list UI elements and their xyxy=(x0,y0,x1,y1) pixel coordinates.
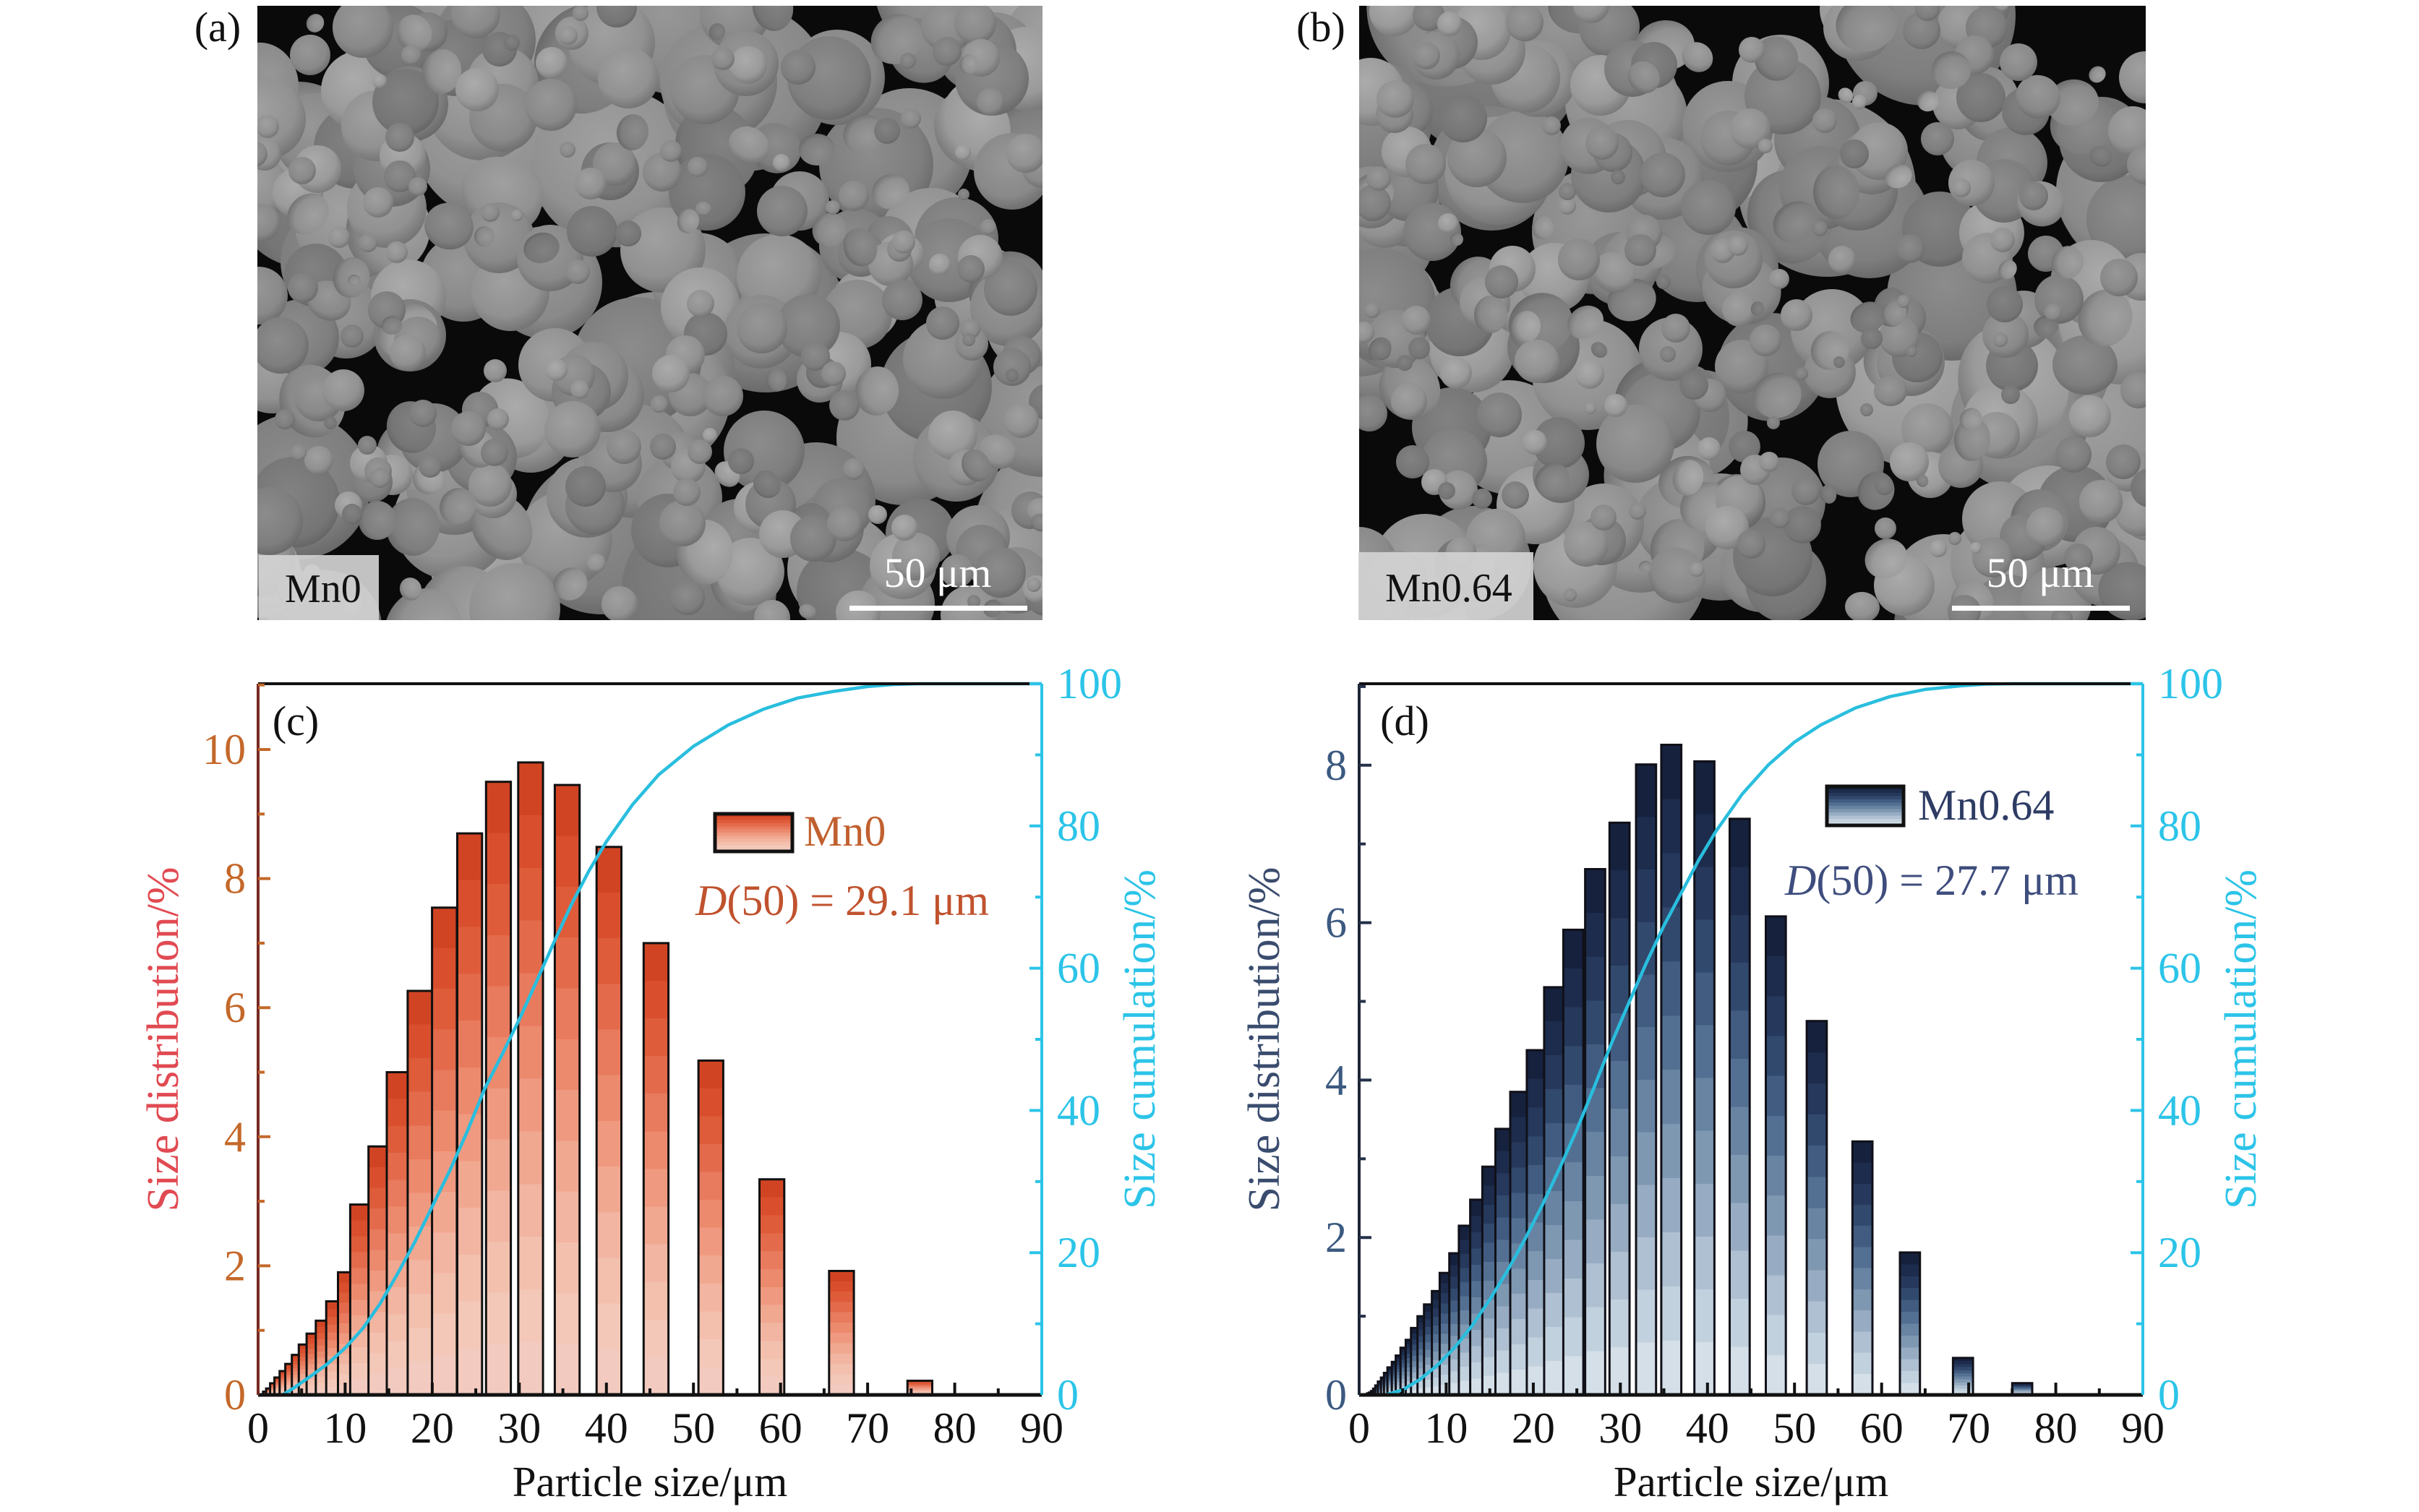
svg-text:0: 0 xyxy=(1057,1371,1079,1419)
svg-text:20: 20 xyxy=(1512,1404,1555,1452)
svg-text:80: 80 xyxy=(2158,802,2201,850)
svg-text:4: 4 xyxy=(224,1113,246,1161)
svg-text:50: 50 xyxy=(1773,1404,1816,1452)
svg-text:70: 70 xyxy=(846,1404,889,1452)
svg-text:90: 90 xyxy=(1020,1404,1063,1452)
svg-text:80: 80 xyxy=(2034,1404,2078,1452)
svg-text:30: 30 xyxy=(497,1404,541,1452)
svg-text:Size cumulation/%: Size cumulation/% xyxy=(2217,869,2266,1209)
svg-text:2: 2 xyxy=(224,1242,246,1289)
svg-text:60: 60 xyxy=(2158,945,2201,992)
svg-text:60: 60 xyxy=(1057,945,1100,992)
svg-text:20: 20 xyxy=(2158,1229,2201,1276)
svg-text:8: 8 xyxy=(1325,742,1347,789)
svg-text:100: 100 xyxy=(2158,660,2223,708)
svg-text:90: 90 xyxy=(2121,1404,2165,1452)
svg-text:30: 30 xyxy=(1598,1404,1642,1452)
svg-text:4: 4 xyxy=(1325,1056,1347,1104)
svg-text:Size distribution/%: Size distribution/% xyxy=(1240,867,1289,1211)
svg-text:40: 40 xyxy=(585,1404,628,1452)
svg-text:0: 0 xyxy=(224,1371,246,1419)
svg-text:40: 40 xyxy=(1057,1086,1100,1134)
svg-text:50: 50 xyxy=(672,1404,715,1452)
svg-text:D(50) = 27.7 μm: D(50) = 27.7 μm xyxy=(1784,856,2078,904)
svg-text:D(50) = 29.1 μm: D(50) = 29.1 μm xyxy=(695,877,989,924)
svg-text:0: 0 xyxy=(247,1404,269,1452)
svg-text:10: 10 xyxy=(202,726,246,773)
svg-text:70: 70 xyxy=(1947,1404,1990,1452)
svg-text:60: 60 xyxy=(1860,1404,1904,1452)
svg-text:6: 6 xyxy=(1325,899,1347,947)
svg-text:(d): (d) xyxy=(1380,697,1429,744)
svg-text:100: 100 xyxy=(1057,660,1122,708)
svg-text:0: 0 xyxy=(2158,1371,2180,1419)
svg-text:6: 6 xyxy=(224,984,246,1031)
svg-text:8: 8 xyxy=(224,855,246,903)
svg-text:50 μm: 50 μm xyxy=(884,549,992,596)
svg-text:(a): (a) xyxy=(194,4,241,51)
svg-text:Size distribution/%: Size distribution/% xyxy=(139,867,188,1211)
svg-text:Mn0.64: Mn0.64 xyxy=(1385,566,1512,611)
svg-text:40: 40 xyxy=(1686,1404,1729,1452)
svg-text:80: 80 xyxy=(1057,802,1100,850)
svg-text:Mn0: Mn0 xyxy=(285,567,361,611)
svg-text:80: 80 xyxy=(933,1404,977,1452)
svg-text:(b): (b) xyxy=(1296,4,1345,51)
svg-text:Mn0.64: Mn0.64 xyxy=(1918,781,2054,829)
svg-text:2: 2 xyxy=(1325,1214,1347,1261)
svg-text:10: 10 xyxy=(1424,1404,1468,1452)
svg-text:(c): (c) xyxy=(273,697,319,744)
svg-text:Size cumulation/%: Size cumulation/% xyxy=(1116,869,1165,1209)
svg-text:50 μm: 50 μm xyxy=(1987,549,2094,596)
svg-text:Particle size/μm: Particle size/μm xyxy=(513,1458,788,1505)
svg-text:Mn0: Mn0 xyxy=(804,807,886,855)
svg-text:0: 0 xyxy=(1325,1371,1347,1419)
svg-text:20: 20 xyxy=(411,1404,454,1452)
svg-text:0: 0 xyxy=(1348,1404,1370,1452)
svg-text:60: 60 xyxy=(759,1404,802,1452)
svg-text:20: 20 xyxy=(1057,1229,1100,1276)
svg-text:10: 10 xyxy=(323,1404,367,1452)
svg-text:40: 40 xyxy=(2158,1086,2201,1134)
svg-text:Particle size/μm: Particle size/μm xyxy=(1614,1458,1889,1505)
